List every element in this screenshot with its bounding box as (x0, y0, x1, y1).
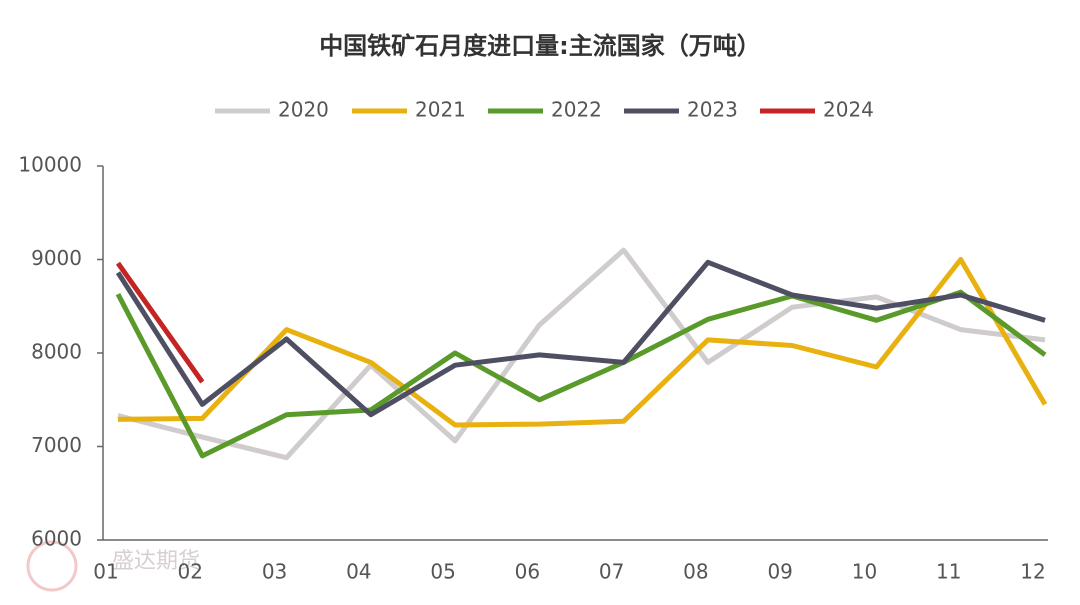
chart-title: 中国铁矿石月度进口量:主流国家（万吨） (319, 32, 761, 60)
legend-label: 2024 (823, 98, 874, 122)
y-tick-label: 8000 (31, 340, 82, 364)
series-line (115, 261, 205, 384)
watermark: 盛达期货 (112, 549, 200, 574)
y-tick-label: 10000 (18, 153, 82, 177)
x-tick-label: 03 (262, 560, 287, 584)
legend-label: 2020 (278, 98, 329, 122)
x-tick-label: 02 (178, 560, 203, 584)
x-tick-label: 05 (430, 560, 455, 584)
series-line (117, 247, 1046, 461)
x-tick-label: 10 (852, 560, 877, 584)
x-tick-label: 09 (767, 560, 792, 584)
series-line (117, 257, 1048, 428)
legend-label: 2022 (551, 98, 602, 122)
x-tick-label: 06 (515, 560, 540, 584)
y-tick-label: 6000 (31, 527, 82, 551)
x-tick-label: 01 (93, 560, 118, 584)
x-tick-label: 08 (683, 560, 708, 584)
x-tick-label: 07 (599, 560, 624, 584)
series-line (115, 289, 1047, 459)
legend-label: 2021 (415, 98, 466, 122)
watermark-logo (26, 540, 78, 592)
y-tick-label: 7000 (31, 433, 82, 457)
y-tick-label: 9000 (31, 246, 82, 270)
x-tick-label: 12 (1020, 560, 1045, 584)
legend-label: 2023 (687, 98, 738, 122)
x-tick-label: 11 (936, 560, 961, 584)
x-tick-label: 04 (346, 560, 371, 584)
series-line (115, 259, 1046, 418)
